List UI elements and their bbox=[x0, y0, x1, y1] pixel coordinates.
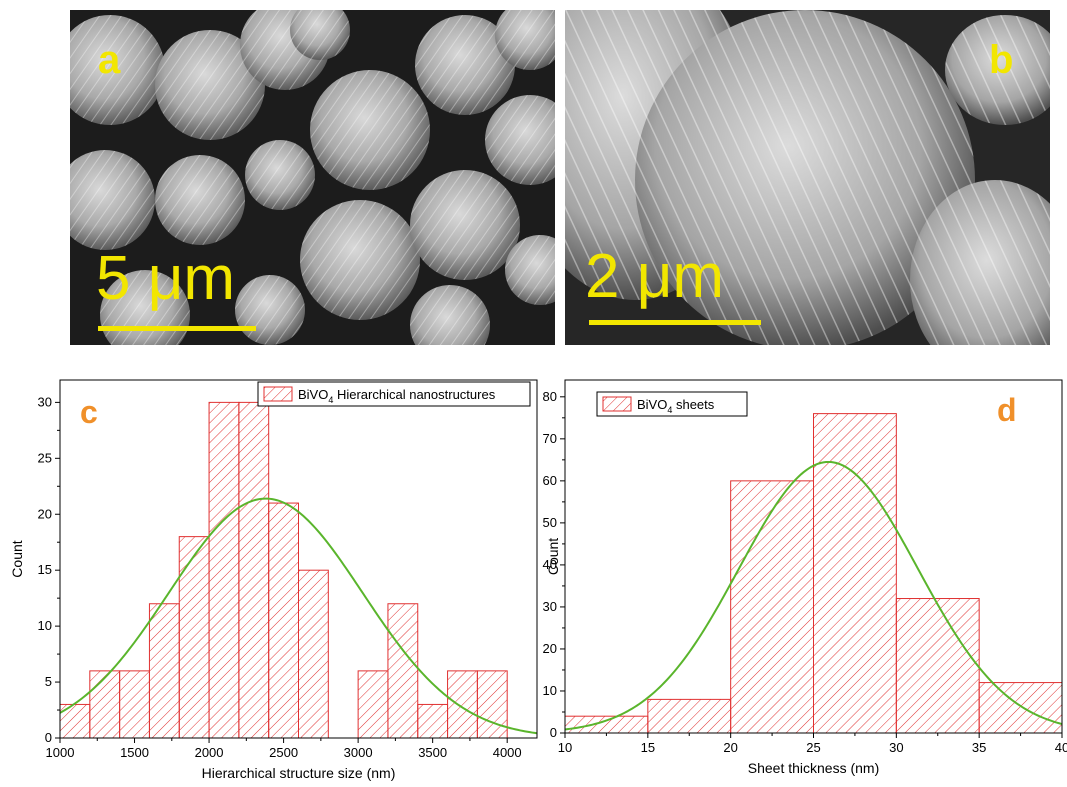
panel-label: d bbox=[997, 392, 1017, 428]
panel-label-b: b bbox=[989, 38, 1014, 82]
legend: BiVO4 sheets bbox=[596, 391, 748, 417]
sem-image-a: a 5 μm bbox=[70, 10, 555, 345]
y-tick-label: 10 bbox=[543, 683, 557, 698]
y-tick-label: 80 bbox=[543, 389, 557, 404]
histogram-bar bbox=[387, 603, 419, 739]
histogram-bar bbox=[895, 598, 980, 734]
sem-flower-texture-a bbox=[505, 235, 555, 305]
scale-bar-label-b: 2 μm bbox=[585, 242, 725, 311]
scale-bar-b bbox=[589, 320, 761, 325]
x-tick-label: 3500 bbox=[418, 745, 447, 760]
x-tick-label: 30 bbox=[889, 740, 903, 755]
x-tick-label: 15 bbox=[641, 740, 655, 755]
y-tick-label: 0 bbox=[550, 725, 557, 740]
sem-flower-texture-a bbox=[310, 70, 430, 190]
x-tick-label: 2500 bbox=[269, 745, 298, 760]
sem-flower-texture-a bbox=[495, 10, 555, 70]
chart-c-plot: 1000 1500 2000 2500 3000 3500 4000 0 5 10 15 20 25 30… bbox=[9, 379, 538, 781]
histogram-bar bbox=[564, 715, 649, 734]
y-tick-label: 30 bbox=[38, 394, 52, 409]
histogram-bar bbox=[730, 480, 815, 734]
y-tick-label: 60 bbox=[543, 473, 557, 488]
legend: BiVO4 Hierarchical nanostructures bbox=[257, 381, 531, 407]
sem-flower-texture-a bbox=[235, 275, 305, 345]
histogram-bar bbox=[238, 401, 270, 739]
histogram-bar bbox=[357, 670, 389, 739]
sem-flower-texture-a bbox=[290, 10, 350, 60]
y-tick-label: 50 bbox=[543, 515, 557, 530]
legend-swatch bbox=[602, 396, 632, 412]
histogram-bar bbox=[978, 682, 1063, 734]
panel-label-a: a bbox=[98, 38, 121, 82]
y-tick-label: 70 bbox=[543, 431, 557, 446]
y-tick-label: 10 bbox=[38, 618, 52, 633]
sem-flower-texture-a bbox=[415, 15, 515, 115]
sem-flower-texture-a bbox=[410, 285, 490, 345]
y-tick-label: 20 bbox=[38, 506, 52, 521]
y-tick-label: 40 bbox=[543, 557, 557, 572]
x-axis-label: Sheet thickness (nm) bbox=[748, 760, 880, 776]
legend-label: BiVO4 sheets bbox=[637, 397, 715, 415]
histogram-chart-c: 1000 1500 2000 2500 3000 3500 4000 0 5 10 15 20 25 30… bbox=[9, 379, 538, 781]
sem-texture-b bbox=[565, 10, 1050, 345]
histogram-bar bbox=[148, 603, 180, 739]
histogram-bar bbox=[298, 569, 329, 739]
y-tick-label: 30 bbox=[543, 599, 557, 614]
sem-flower-texture-a bbox=[155, 155, 245, 245]
x-axis-label: Hierarchical structure size (nm) bbox=[202, 765, 396, 781]
legend-box bbox=[596, 391, 748, 417]
sem-flower-texture-a bbox=[70, 150, 155, 250]
histogram-bar bbox=[268, 502, 299, 739]
histogram-bar bbox=[647, 698, 732, 734]
histogram-bar bbox=[417, 703, 449, 739]
scale-bar-a bbox=[98, 326, 256, 331]
x-tick-label: 20 bbox=[723, 740, 737, 755]
histogram-bar bbox=[119, 670, 150, 739]
sem-flower-texture-a bbox=[245, 140, 315, 210]
x-tick-label: 10 bbox=[558, 740, 572, 755]
sem-flower-texture-a bbox=[155, 30, 265, 140]
y-axis-label: Count bbox=[545, 538, 561, 575]
y-tick-label: 15 bbox=[38, 562, 52, 577]
sem-flower-texture-a bbox=[70, 15, 165, 125]
sem-texture-a bbox=[70, 10, 555, 345]
panel-label: c bbox=[80, 394, 98, 430]
gaussian-fit-line bbox=[59, 497, 538, 735]
x-tick-label: 3000 bbox=[344, 745, 373, 760]
plot-frame bbox=[59, 379, 538, 739]
scale-bar-label-a: 5 μm bbox=[96, 244, 236, 313]
y-axis-label: Count bbox=[9, 540, 25, 577]
x-tick-label: 25 bbox=[806, 740, 820, 755]
gaussian-fit-line bbox=[564, 460, 1063, 731]
histogram-bar bbox=[89, 670, 121, 739]
x-tick-label: 40 bbox=[1055, 740, 1067, 755]
x-tick-label: 4000 bbox=[493, 745, 522, 760]
sem-image-b: b 2 μm bbox=[565, 10, 1050, 345]
x-tick-label: 1000 bbox=[46, 745, 75, 760]
x-tick-label: 2000 bbox=[195, 745, 224, 760]
histogram-bar bbox=[447, 670, 478, 739]
legend-swatch bbox=[263, 386, 293, 402]
histogram-bar bbox=[476, 670, 508, 739]
sem-flower-texture-a bbox=[300, 200, 420, 320]
y-tick-label: 25 bbox=[38, 450, 52, 465]
y-tick-label: 5 bbox=[45, 674, 52, 689]
x-tick-label: 1500 bbox=[120, 745, 149, 760]
histogram-bar bbox=[813, 413, 897, 734]
sem-flower-texture-a bbox=[485, 95, 555, 185]
legend-label: BiVO4 Hierarchical nanostructures bbox=[298, 387, 496, 405]
legend-box bbox=[257, 381, 531, 407]
x-tick-label: 35 bbox=[972, 740, 986, 755]
y-tick-label: 0 bbox=[45, 730, 52, 745]
y-tick-label: 20 bbox=[543, 641, 557, 656]
histogram-bar bbox=[208, 401, 240, 739]
sem-flower-texture-a bbox=[410, 170, 520, 280]
histogram-bar bbox=[178, 536, 210, 739]
